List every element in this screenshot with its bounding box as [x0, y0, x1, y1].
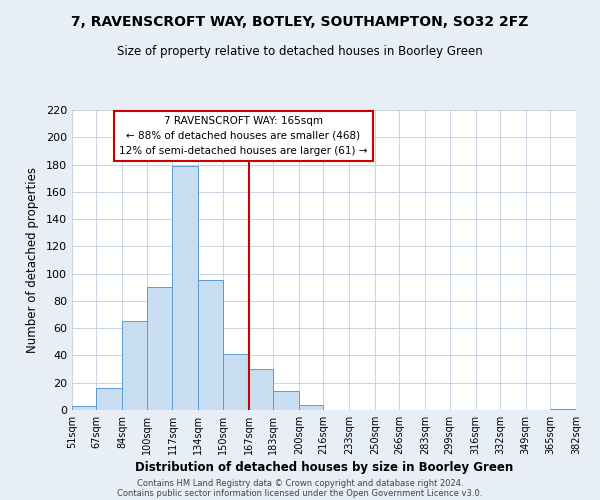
Bar: [172, 166, 199, 410]
Text: Contains HM Land Registry data © Crown copyright and database right 2024.: Contains HM Land Registry data © Crown c…: [137, 478, 463, 488]
Bar: [550, 408, 576, 410]
Text: 7, RAVENSCROFT WAY, BOTLEY, SOUTHAMPTON, SO32 2FZ: 7, RAVENSCROFT WAY, BOTLEY, SOUTHAMPTON,…: [71, 15, 529, 29]
Bar: [299, 404, 323, 410]
Y-axis label: Number of detached properties: Number of detached properties: [26, 167, 39, 353]
Text: Contains public sector information licensed under the Open Government Licence v3: Contains public sector information licen…: [118, 488, 482, 498]
Bar: [72, 406, 97, 410]
Bar: [248, 369, 273, 410]
Bar: [122, 322, 146, 410]
Bar: [97, 388, 122, 410]
Bar: [273, 391, 299, 410]
Text: 7 RAVENSCROFT WAY: 165sqm
← 88% of detached houses are smaller (468)
12% of semi: 7 RAVENSCROFT WAY: 165sqm ← 88% of detac…: [119, 116, 368, 156]
Text: Size of property relative to detached houses in Boorley Green: Size of property relative to detached ho…: [117, 45, 483, 58]
Bar: [223, 354, 248, 410]
Bar: [199, 280, 223, 410]
X-axis label: Distribution of detached houses by size in Boorley Green: Distribution of detached houses by size …: [135, 461, 513, 474]
Bar: [146, 288, 172, 410]
